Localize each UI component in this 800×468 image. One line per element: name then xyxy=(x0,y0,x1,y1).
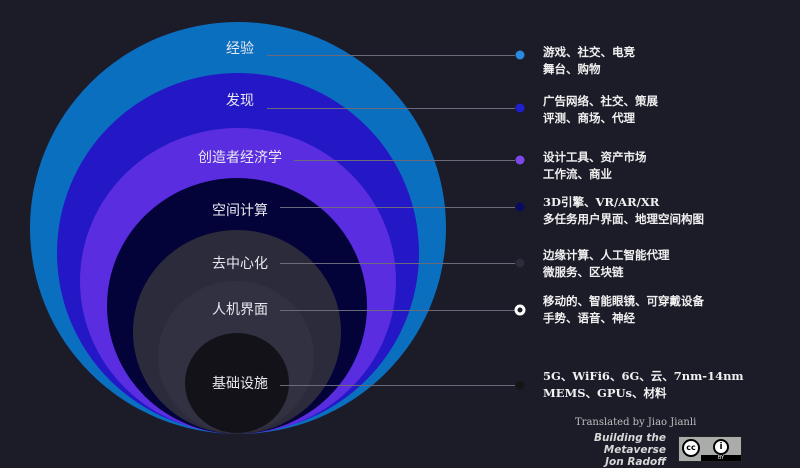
layer-description: 设计工具、资产市场 工作流、商业 xyxy=(543,149,647,182)
description-line: 移动的、智能眼镜、可穿戴设备 xyxy=(543,294,704,308)
description-line: 评测、商场、代理 xyxy=(543,110,635,125)
layer-label: 去中心化 xyxy=(212,256,268,272)
connector-dot-icon xyxy=(515,103,525,113)
description-line: 微服务、区块链 xyxy=(543,264,624,279)
translator-credit: Translated by Jiao Jianli xyxy=(575,417,697,428)
description-line: 边缘计算、人工智能代理 xyxy=(543,248,670,262)
cc-by-license-badge: cc i BY xyxy=(678,436,742,462)
connector-line xyxy=(280,263,515,264)
layer-label: 创造者经济学 xyxy=(198,150,282,166)
layer-description: 5G、WiFi6、6G、云、7nm-14nm MEMS、GPUs、材料 xyxy=(543,368,744,401)
connector-dot-icon xyxy=(515,202,525,212)
layer-description: 移动的、智能眼镜、可穿戴设备 手势、语音、神经 xyxy=(543,293,704,326)
layer-description: 广告网络、社交、策展 评测、商场、代理 xyxy=(543,93,658,126)
book-credit: Building the Metaverse Jon Radoff xyxy=(540,432,666,468)
book-author: Jon Radoff xyxy=(605,456,666,468)
layer-description: 3D引擎、VR/AR/XR 多任务用户界面、地理空间构图 xyxy=(543,194,704,227)
cc-icon: cc xyxy=(682,439,700,457)
connector-dot-icon xyxy=(515,258,525,268)
connector-line xyxy=(294,160,515,161)
connector-dot-icon xyxy=(515,50,525,60)
description-line: 工作流、商业 xyxy=(543,166,612,181)
connector-line xyxy=(280,207,515,208)
connector-line xyxy=(280,385,515,386)
layer-description: 游戏、社交、电竞 舞台、购物 xyxy=(543,44,635,77)
layer-label: 发现 xyxy=(226,93,254,109)
description-line: 3D引擎、VR/AR/XR xyxy=(543,195,660,209)
description-line: 游戏、社交、电竞 xyxy=(543,45,635,59)
connector-line xyxy=(267,55,515,56)
connector-line xyxy=(267,108,515,109)
connector-dot-icon xyxy=(515,380,525,390)
description-line: 舞台、购物 xyxy=(543,61,601,76)
description-line: 多任务用户界面、地理空间构图 xyxy=(543,211,704,226)
book-title: Building the Metaverse xyxy=(593,432,666,456)
license-label: BY xyxy=(701,455,741,461)
connector-line xyxy=(280,310,515,311)
ring-infrastructure xyxy=(185,333,289,433)
description-line: 手势、语音、神经 xyxy=(543,310,635,325)
description-line: 5G、WiFi6、6G、云、7nm-14nm xyxy=(543,369,744,383)
connector-dot-icon xyxy=(514,304,526,316)
layer-description: 边缘计算、人工智能代理 微服务、区块链 xyxy=(543,247,670,280)
description-line: 设计工具、资产市场 xyxy=(543,150,647,164)
description-line: MEMS、GPUs、材料 xyxy=(543,385,667,400)
layer-label: 基础设施 xyxy=(212,376,268,392)
layer-label: 空间计算 xyxy=(212,203,268,219)
connector-dot-icon xyxy=(515,155,525,165)
description-line: 广告网络、社交、策展 xyxy=(543,94,658,108)
person-icon: i xyxy=(713,439,729,455)
layer-label: 经验 xyxy=(226,41,254,57)
layer-label: 人机界面 xyxy=(212,302,268,318)
